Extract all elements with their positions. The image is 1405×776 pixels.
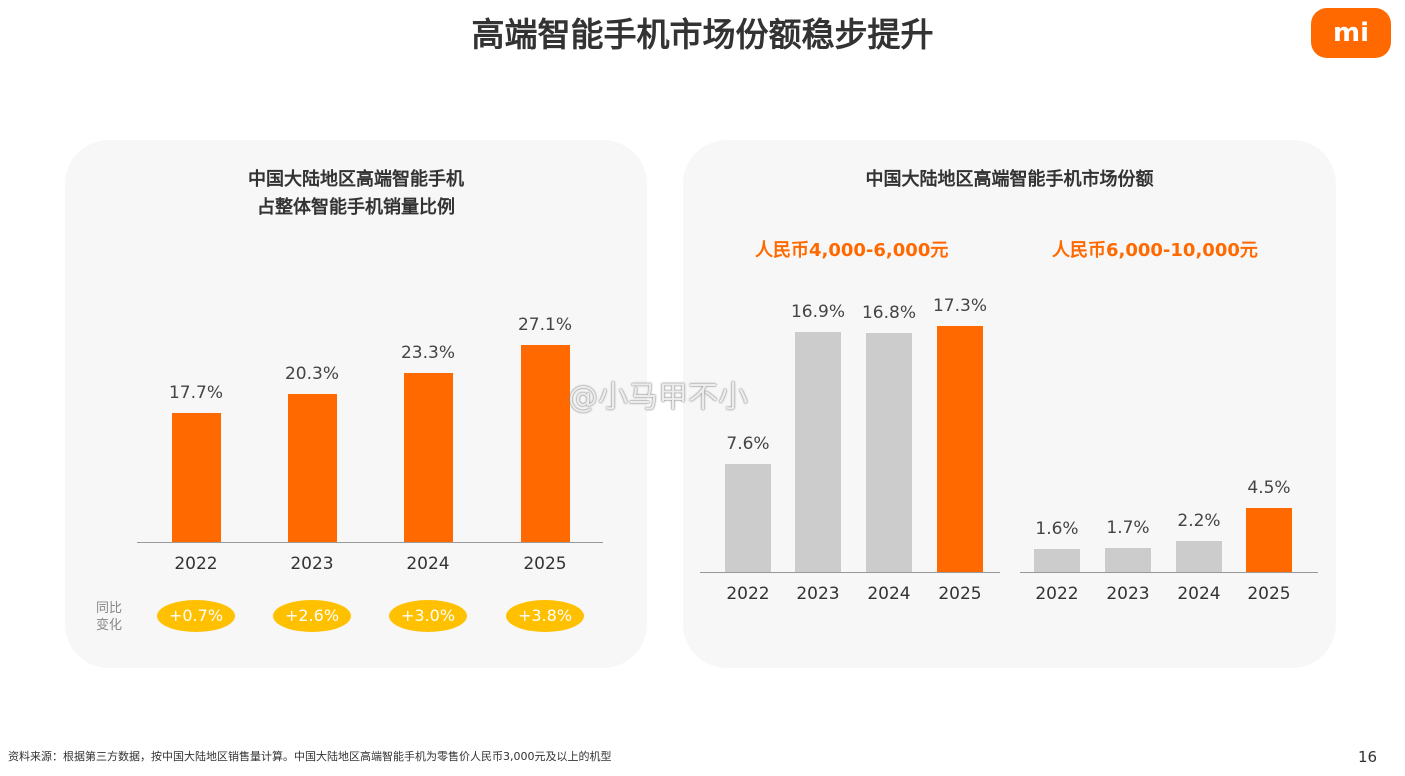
x-tick-label: 2023 <box>1106 584 1150 604</box>
bar-2025 <box>520 344 570 542</box>
x-tick-label: 2025 <box>1247 584 1291 604</box>
bar-2024 <box>1176 540 1222 572</box>
value-label: 7.6% <box>726 434 770 455</box>
right-chart-card <box>683 140 1336 668</box>
yoy-change-badge: +0.7% <box>157 600 235 632</box>
bar-2023 <box>1105 547 1151 572</box>
value-label: 16.9% <box>790 302 845 323</box>
watermark: @小马甲不小 <box>568 380 748 415</box>
value-label: 16.8% <box>861 303 916 324</box>
bar-2023 <box>287 394 337 542</box>
xiaomi-logo: mi <box>1311 8 1391 58</box>
value-label: 17.7% <box>168 383 223 404</box>
left-chart-title: 中国大陆地区高端智能手机 占整体智能手机销量比例 <box>248 169 464 218</box>
x-tick-label: 2022 <box>174 554 218 574</box>
value-label: 27.1% <box>517 314 572 335</box>
value-label: 23.3% <box>400 342 455 363</box>
x-tick-label: 2024 <box>406 554 450 574</box>
x-tick-label: 2023 <box>290 554 334 574</box>
x-tick-label: 2024 <box>867 584 911 604</box>
bar-2024 <box>866 333 912 572</box>
value-label: 2.2% <box>1177 510 1221 531</box>
yoy-change-badge: +3.8% <box>506 600 584 632</box>
x-tick-label: 2022 <box>1035 584 1079 604</box>
x-tick-label: 2024 <box>1177 584 1221 604</box>
group-label-6000-10000: 人民币6,000-10,000元 <box>1052 240 1258 261</box>
bar-2025 <box>937 326 983 572</box>
yoy-change-badge: +3.0% <box>389 600 467 632</box>
x-tick-label: 2025 <box>938 584 982 604</box>
value-label: 20.3% <box>284 364 339 385</box>
yoy-change-badge: +2.6% <box>273 600 351 632</box>
bar-2024 <box>403 372 453 542</box>
x-tick-label: 2023 <box>796 584 840 604</box>
bar-2022 <box>1034 549 1080 572</box>
value-label: 17.3% <box>932 296 987 317</box>
x-axis-line <box>137 542 603 543</box>
bar-2022 <box>725 464 771 572</box>
right-chart-title: 中国大陆地区高端智能手机市场份额 <box>865 169 1154 190</box>
bar-2022 <box>171 413 221 542</box>
value-label: 1.7% <box>1106 517 1150 538</box>
x-tick-label: 2022 <box>726 584 770 604</box>
value-label: 1.6% <box>1035 519 1079 540</box>
bar-2023 <box>795 332 841 572</box>
x-tick-label: 2025 <box>523 554 567 574</box>
value-label: 4.5% <box>1247 478 1291 499</box>
x-axis-line <box>700 572 1000 573</box>
source-footnote: 资料来源：根据第三方数据，按中国大陆地区销售量计算。中国大陆地区高端智能手机为零… <box>8 750 612 763</box>
group-label-4000-6000: 人民币4,000-6,000元 <box>755 240 949 261</box>
yoy-label: 同比 变化 <box>96 601 123 633</box>
bar-2025 <box>1246 508 1292 572</box>
page-number: 16 <box>1358 748 1378 766</box>
x-axis-line <box>1020 572 1318 573</box>
page-title: 高端智能手机市场份额稳步提升 <box>471 15 934 54</box>
